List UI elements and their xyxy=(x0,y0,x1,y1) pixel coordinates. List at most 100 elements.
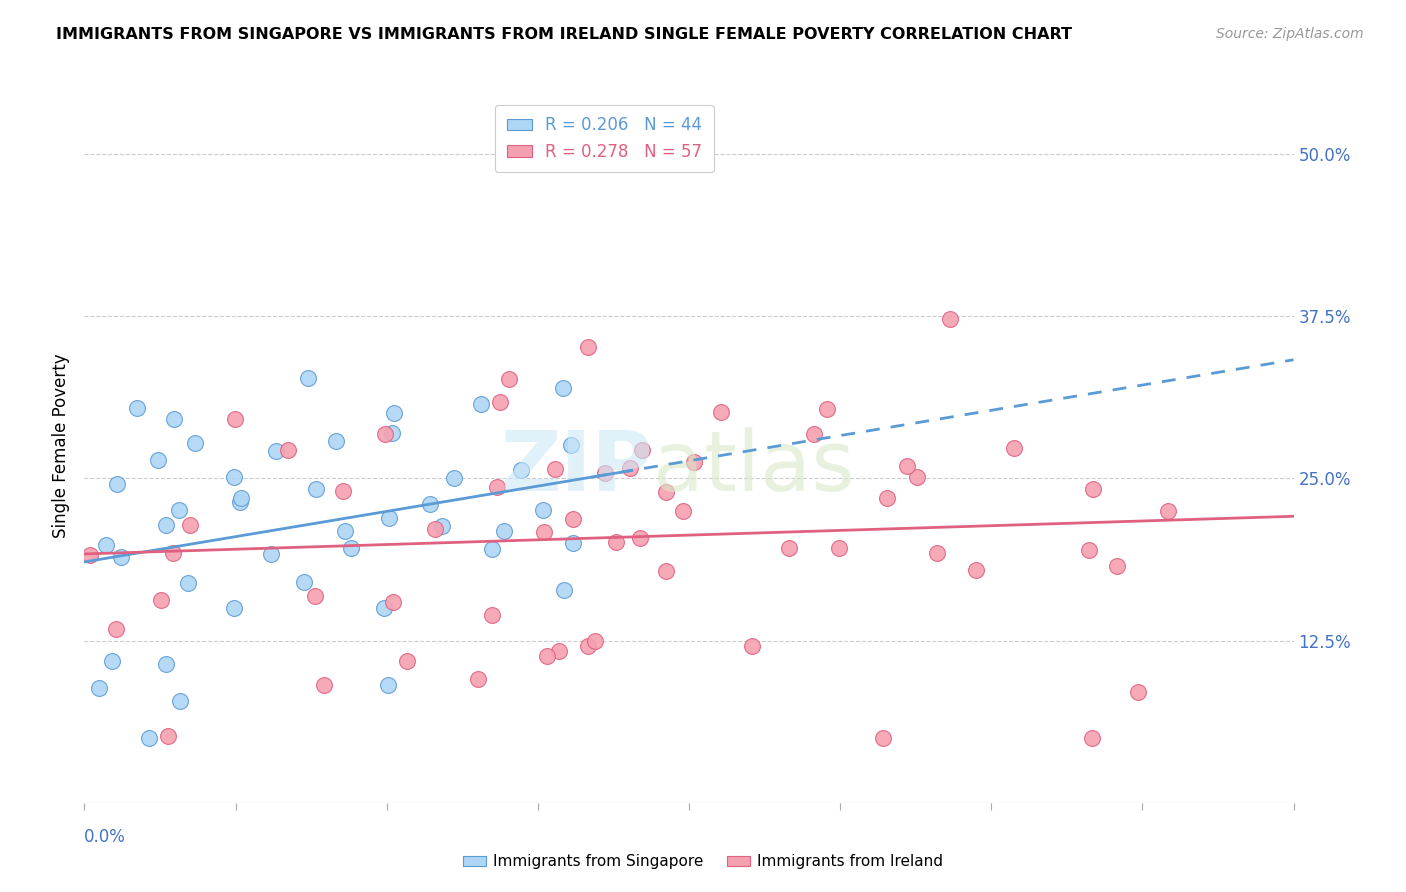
Point xyxy=(94,538,117,552)
Point xyxy=(222,469,245,483)
Point xyxy=(378,510,401,524)
Point xyxy=(127,401,149,416)
Point xyxy=(488,395,510,409)
Point xyxy=(304,590,326,604)
Point xyxy=(498,371,520,385)
Point xyxy=(150,592,173,607)
Point xyxy=(562,536,585,550)
Point xyxy=(443,471,465,485)
Point xyxy=(1002,442,1025,456)
Point xyxy=(481,607,503,622)
Point xyxy=(146,453,169,467)
Point xyxy=(395,654,418,668)
Text: IMMIGRANTS FROM SINGAPORE VS IMMIGRANTS FROM IRELAND SINGLE FEMALE POVERTY CORRE: IMMIGRANTS FROM SINGAPORE VS IMMIGRANTS … xyxy=(56,27,1073,42)
Point xyxy=(100,654,122,668)
Point xyxy=(710,405,733,419)
Point xyxy=(1078,543,1101,558)
Point xyxy=(593,466,616,480)
Point xyxy=(544,462,567,476)
Point xyxy=(229,491,252,506)
Point xyxy=(803,427,825,442)
Point xyxy=(553,582,575,597)
Point xyxy=(104,622,127,636)
Point xyxy=(481,542,503,557)
Point xyxy=(224,601,246,615)
Point xyxy=(297,371,319,385)
Point xyxy=(224,411,246,425)
Point xyxy=(1157,504,1180,518)
Point xyxy=(905,470,928,484)
Point xyxy=(162,546,184,560)
Point xyxy=(110,549,132,564)
Point xyxy=(619,461,641,475)
Point xyxy=(470,397,492,411)
Point xyxy=(381,425,404,440)
Point xyxy=(292,575,315,590)
Legend: Immigrants from Singapore, Immigrants from Ireland: Immigrants from Singapore, Immigrants fr… xyxy=(457,848,949,875)
Point xyxy=(264,443,287,458)
Y-axis label: Single Female Poverty: Single Female Poverty xyxy=(52,354,70,538)
Point xyxy=(138,731,160,745)
Point xyxy=(179,518,201,533)
Point xyxy=(551,381,574,395)
Legend: R = 0.206   N = 44, R = 0.278   N = 57: R = 0.206 N = 44, R = 0.278 N = 57 xyxy=(495,104,714,172)
Point xyxy=(561,512,583,526)
Point xyxy=(1081,482,1104,496)
Point xyxy=(339,541,361,556)
Point xyxy=(965,564,987,578)
Point xyxy=(548,644,571,658)
Point xyxy=(672,503,695,517)
Point xyxy=(382,595,405,609)
Point xyxy=(655,564,678,578)
Point xyxy=(583,633,606,648)
Point xyxy=(467,672,489,686)
Point xyxy=(155,657,177,671)
Point xyxy=(486,480,509,494)
Text: 0.0%: 0.0% xyxy=(84,828,127,846)
Point xyxy=(560,438,582,452)
Point xyxy=(162,411,184,425)
Point xyxy=(377,678,399,692)
Point xyxy=(510,463,533,477)
Point xyxy=(155,518,177,533)
Point xyxy=(312,678,335,692)
Point xyxy=(1081,731,1104,745)
Point xyxy=(382,406,405,420)
Point xyxy=(778,541,800,555)
Point xyxy=(536,648,558,663)
Point xyxy=(741,640,763,654)
Point xyxy=(630,442,652,457)
Point xyxy=(827,541,849,555)
Point xyxy=(107,476,129,491)
Point xyxy=(938,312,960,326)
Point xyxy=(156,729,179,743)
Point xyxy=(655,484,678,499)
Point xyxy=(815,402,838,417)
Point xyxy=(531,502,554,516)
Point xyxy=(578,340,600,354)
Point xyxy=(605,535,627,549)
Point xyxy=(533,524,555,539)
Point xyxy=(229,494,252,508)
Point xyxy=(374,426,396,441)
Point xyxy=(260,547,283,561)
Point xyxy=(683,455,706,469)
Point xyxy=(1126,684,1149,698)
Point xyxy=(1105,559,1128,574)
Text: Source: ZipAtlas.com: Source: ZipAtlas.com xyxy=(1216,27,1364,41)
Point xyxy=(419,497,441,511)
Text: ZIP: ZIP xyxy=(501,427,652,508)
Point xyxy=(177,576,200,591)
Point xyxy=(277,443,299,458)
Point xyxy=(576,639,599,653)
Point xyxy=(169,694,191,708)
Point xyxy=(305,482,328,496)
Text: atlas: atlas xyxy=(652,427,855,508)
Point xyxy=(872,731,894,745)
Point xyxy=(494,524,516,538)
Point xyxy=(432,519,454,533)
Point xyxy=(325,434,347,449)
Point xyxy=(167,503,190,517)
Point xyxy=(927,546,949,560)
Point xyxy=(183,435,205,450)
